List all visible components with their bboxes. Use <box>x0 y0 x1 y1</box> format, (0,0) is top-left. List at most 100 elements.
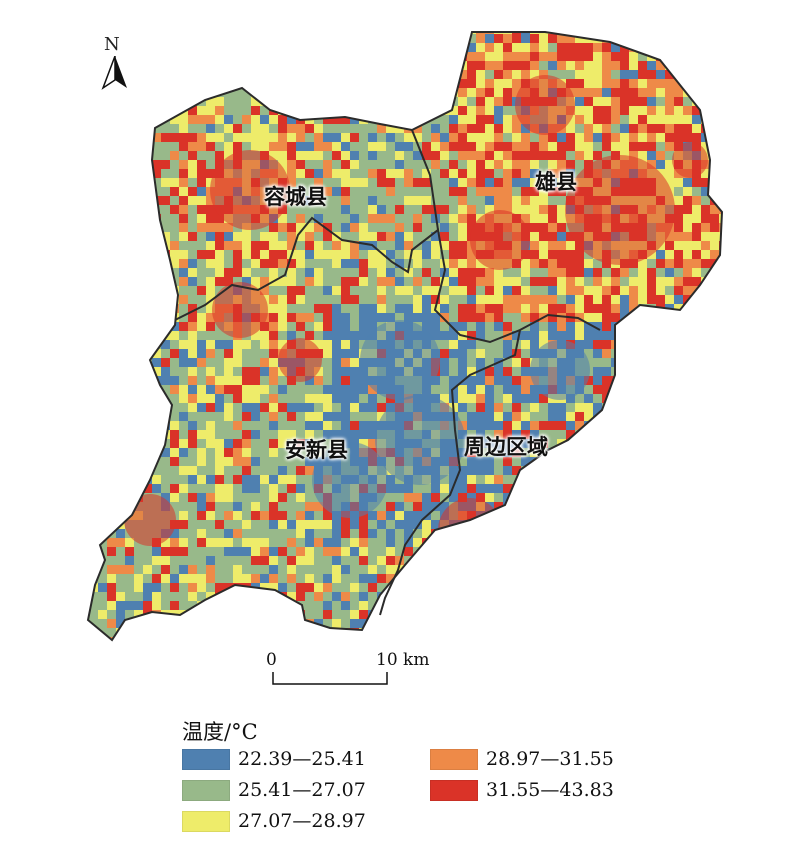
temperature-cell <box>512 439 522 449</box>
temperature-cell <box>665 430 675 440</box>
temperature-cell <box>152 394 162 404</box>
temperature-cell <box>719 385 722 395</box>
temperature-cell <box>305 313 315 323</box>
temperature-cell <box>107 448 117 458</box>
temperature-cell <box>395 547 405 557</box>
temperature-cell <box>620 583 630 593</box>
temperature-cell <box>107 394 117 404</box>
temperature-cell <box>728 394 738 404</box>
temperature-cell <box>530 178 540 188</box>
temperature-cell <box>359 412 369 422</box>
temperature-cell <box>134 241 144 251</box>
temperature-cell <box>188 205 198 215</box>
temperature-cell <box>404 88 414 98</box>
temperature-cell <box>206 475 216 485</box>
temperature-cell <box>602 520 612 530</box>
temperature-cell <box>260 628 270 638</box>
temperature-cell <box>314 601 324 611</box>
temperature-cell <box>575 502 585 512</box>
temperature-cell <box>350 151 360 161</box>
temperature-cell <box>188 151 198 161</box>
temperature-cell <box>674 511 684 521</box>
temperature-cell <box>242 43 252 53</box>
temperature-cell <box>143 214 153 224</box>
temperature-cell <box>386 259 396 269</box>
temperature-cell <box>548 232 558 242</box>
temperature-cell <box>503 457 513 467</box>
temperature-cell <box>728 556 738 566</box>
temperature-cell <box>638 97 648 107</box>
temperature-cell <box>593 70 603 80</box>
temperature-cell <box>170 421 180 431</box>
temperature-cell <box>422 619 432 629</box>
temperature-cell <box>584 610 594 620</box>
temperature-cell <box>170 340 180 350</box>
temperature-cell <box>647 295 657 305</box>
temperature-cell <box>188 610 198 620</box>
temperature-cell <box>377 43 387 53</box>
temperature-cell <box>683 610 693 620</box>
temperature-cell <box>296 412 306 422</box>
temperature-cell <box>440 628 450 638</box>
temperature-cell <box>593 340 603 350</box>
temperature-cell <box>341 106 351 116</box>
temperature-cell <box>395 592 405 602</box>
temperature-cell <box>467 169 477 179</box>
temperature-cell <box>539 286 549 296</box>
temperature-cell <box>692 214 702 224</box>
temperature-cell <box>458 592 468 602</box>
temperature-cell <box>701 241 711 251</box>
temperature-cell <box>224 592 234 602</box>
temperature-cell <box>197 421 207 431</box>
temperature-cell <box>368 70 378 80</box>
temperature-cell <box>647 358 657 368</box>
temperature-cell <box>638 619 648 629</box>
temperature-cell <box>656 313 666 323</box>
temperature-cell <box>521 178 531 188</box>
temperature-cell <box>611 70 621 80</box>
temperature-cell <box>602 556 612 566</box>
temperature-cell <box>359 70 369 80</box>
temperature-cell <box>88 106 90 116</box>
temperature-cell <box>350 52 360 62</box>
temperature-cell <box>683 250 693 260</box>
temperature-cell <box>125 574 135 584</box>
temperature-cell <box>413 484 423 494</box>
temperature-cell <box>98 313 108 323</box>
temperature-cell <box>575 313 585 323</box>
temperature-cell <box>728 124 738 134</box>
temperature-cell <box>107 367 117 377</box>
temperature-cell <box>674 295 684 305</box>
temperature-cell <box>305 637 315 640</box>
temperature-cell <box>359 232 369 242</box>
temperature-cell <box>584 529 594 539</box>
temperature-cell <box>305 241 315 251</box>
temperature-cell <box>170 574 180 584</box>
temperature-cell <box>179 232 189 242</box>
temperature-cell <box>179 88 189 98</box>
temperature-cell <box>242 70 252 80</box>
temperature-cell <box>332 142 342 152</box>
temperature-cell <box>476 484 486 494</box>
temperature-cell <box>575 556 585 566</box>
temperature-cell <box>107 574 117 584</box>
temperature-cell <box>134 367 144 377</box>
temperature-cell <box>260 61 270 71</box>
temperature-cell <box>593 43 603 53</box>
temperature-cell <box>197 619 207 629</box>
temperature-cell <box>512 538 522 548</box>
temperature-cell <box>88 493 90 503</box>
temperature-cell <box>332 439 342 449</box>
temperature-cell <box>503 619 513 629</box>
temperature-cell <box>557 538 567 548</box>
temperature-cell <box>296 232 306 242</box>
temperature-cell <box>269 421 279 431</box>
temperature-cell <box>341 32 351 35</box>
temperature-cell <box>494 187 504 197</box>
temperature-cell <box>620 592 630 602</box>
temperature-cell <box>116 358 126 368</box>
temperature-cell <box>206 52 216 62</box>
temperature-cell <box>143 637 153 640</box>
temperature-cell <box>197 277 207 287</box>
temperature-cell <box>359 304 369 314</box>
